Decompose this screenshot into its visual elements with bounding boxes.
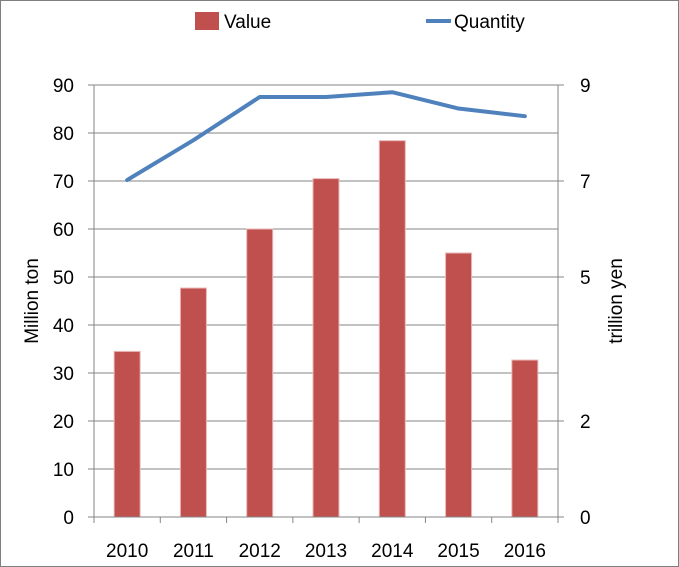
bar: [179, 287, 207, 518]
x-tick-label: 2011: [173, 541, 214, 562]
y-tick-label: 50: [53, 268, 74, 289]
y-tick-label: 0: [63, 508, 74, 529]
legend-value-label: Value: [224, 12, 271, 33]
y-tick-label: 60: [53, 220, 74, 241]
value-bars: [113, 140, 539, 518]
legend-value-swatch: [195, 12, 219, 30]
y2-tick-label: 5: [580, 268, 591, 289]
y-tick-label: 10: [53, 460, 74, 481]
y-tick-label: 70: [53, 172, 74, 193]
x-tick-label: 2012: [239, 541, 281, 562]
y-tick-label: 30: [53, 364, 74, 385]
y2-tick-label: 9: [580, 76, 591, 97]
x-tick-label: 2010: [106, 541, 148, 562]
y-axis-title: Million ton: [22, 258, 43, 344]
legend-quantity-label: Quantity: [454, 12, 525, 33]
bar: [378, 140, 406, 518]
bar: [312, 178, 340, 518]
x-tick-label: 2013: [305, 541, 347, 562]
legend: Value Quantity: [195, 12, 525, 33]
y-tick-label: 80: [53, 124, 74, 145]
axes: [88, 84, 564, 523]
x-tick-label: 2016: [504, 541, 546, 562]
tick-labels: 0 10 20 30 40 50 60 70 80 90 0 2 5 7 9 2010 2011 2012 2013…: [53, 76, 591, 562]
y2-tick-label: 7: [580, 172, 591, 193]
y2-axis-title: trillion yen: [606, 258, 627, 344]
quantity-line: [125, 90, 527, 183]
bar: [511, 359, 539, 518]
x-tick-label: 2015: [437, 541, 479, 562]
y2-tick-label: 2: [580, 412, 591, 433]
y-tick-label: 40: [53, 316, 74, 337]
bar: [445, 252, 473, 518]
y-tick-label: 90: [53, 76, 74, 97]
bar: [246, 228, 274, 518]
x-tick-label: 2014: [371, 541, 414, 562]
y-tick-label: 20: [53, 412, 74, 433]
bar: [113, 350, 141, 518]
line-path: [125, 90, 527, 183]
y2-tick-label: 0: [580, 508, 591, 529]
